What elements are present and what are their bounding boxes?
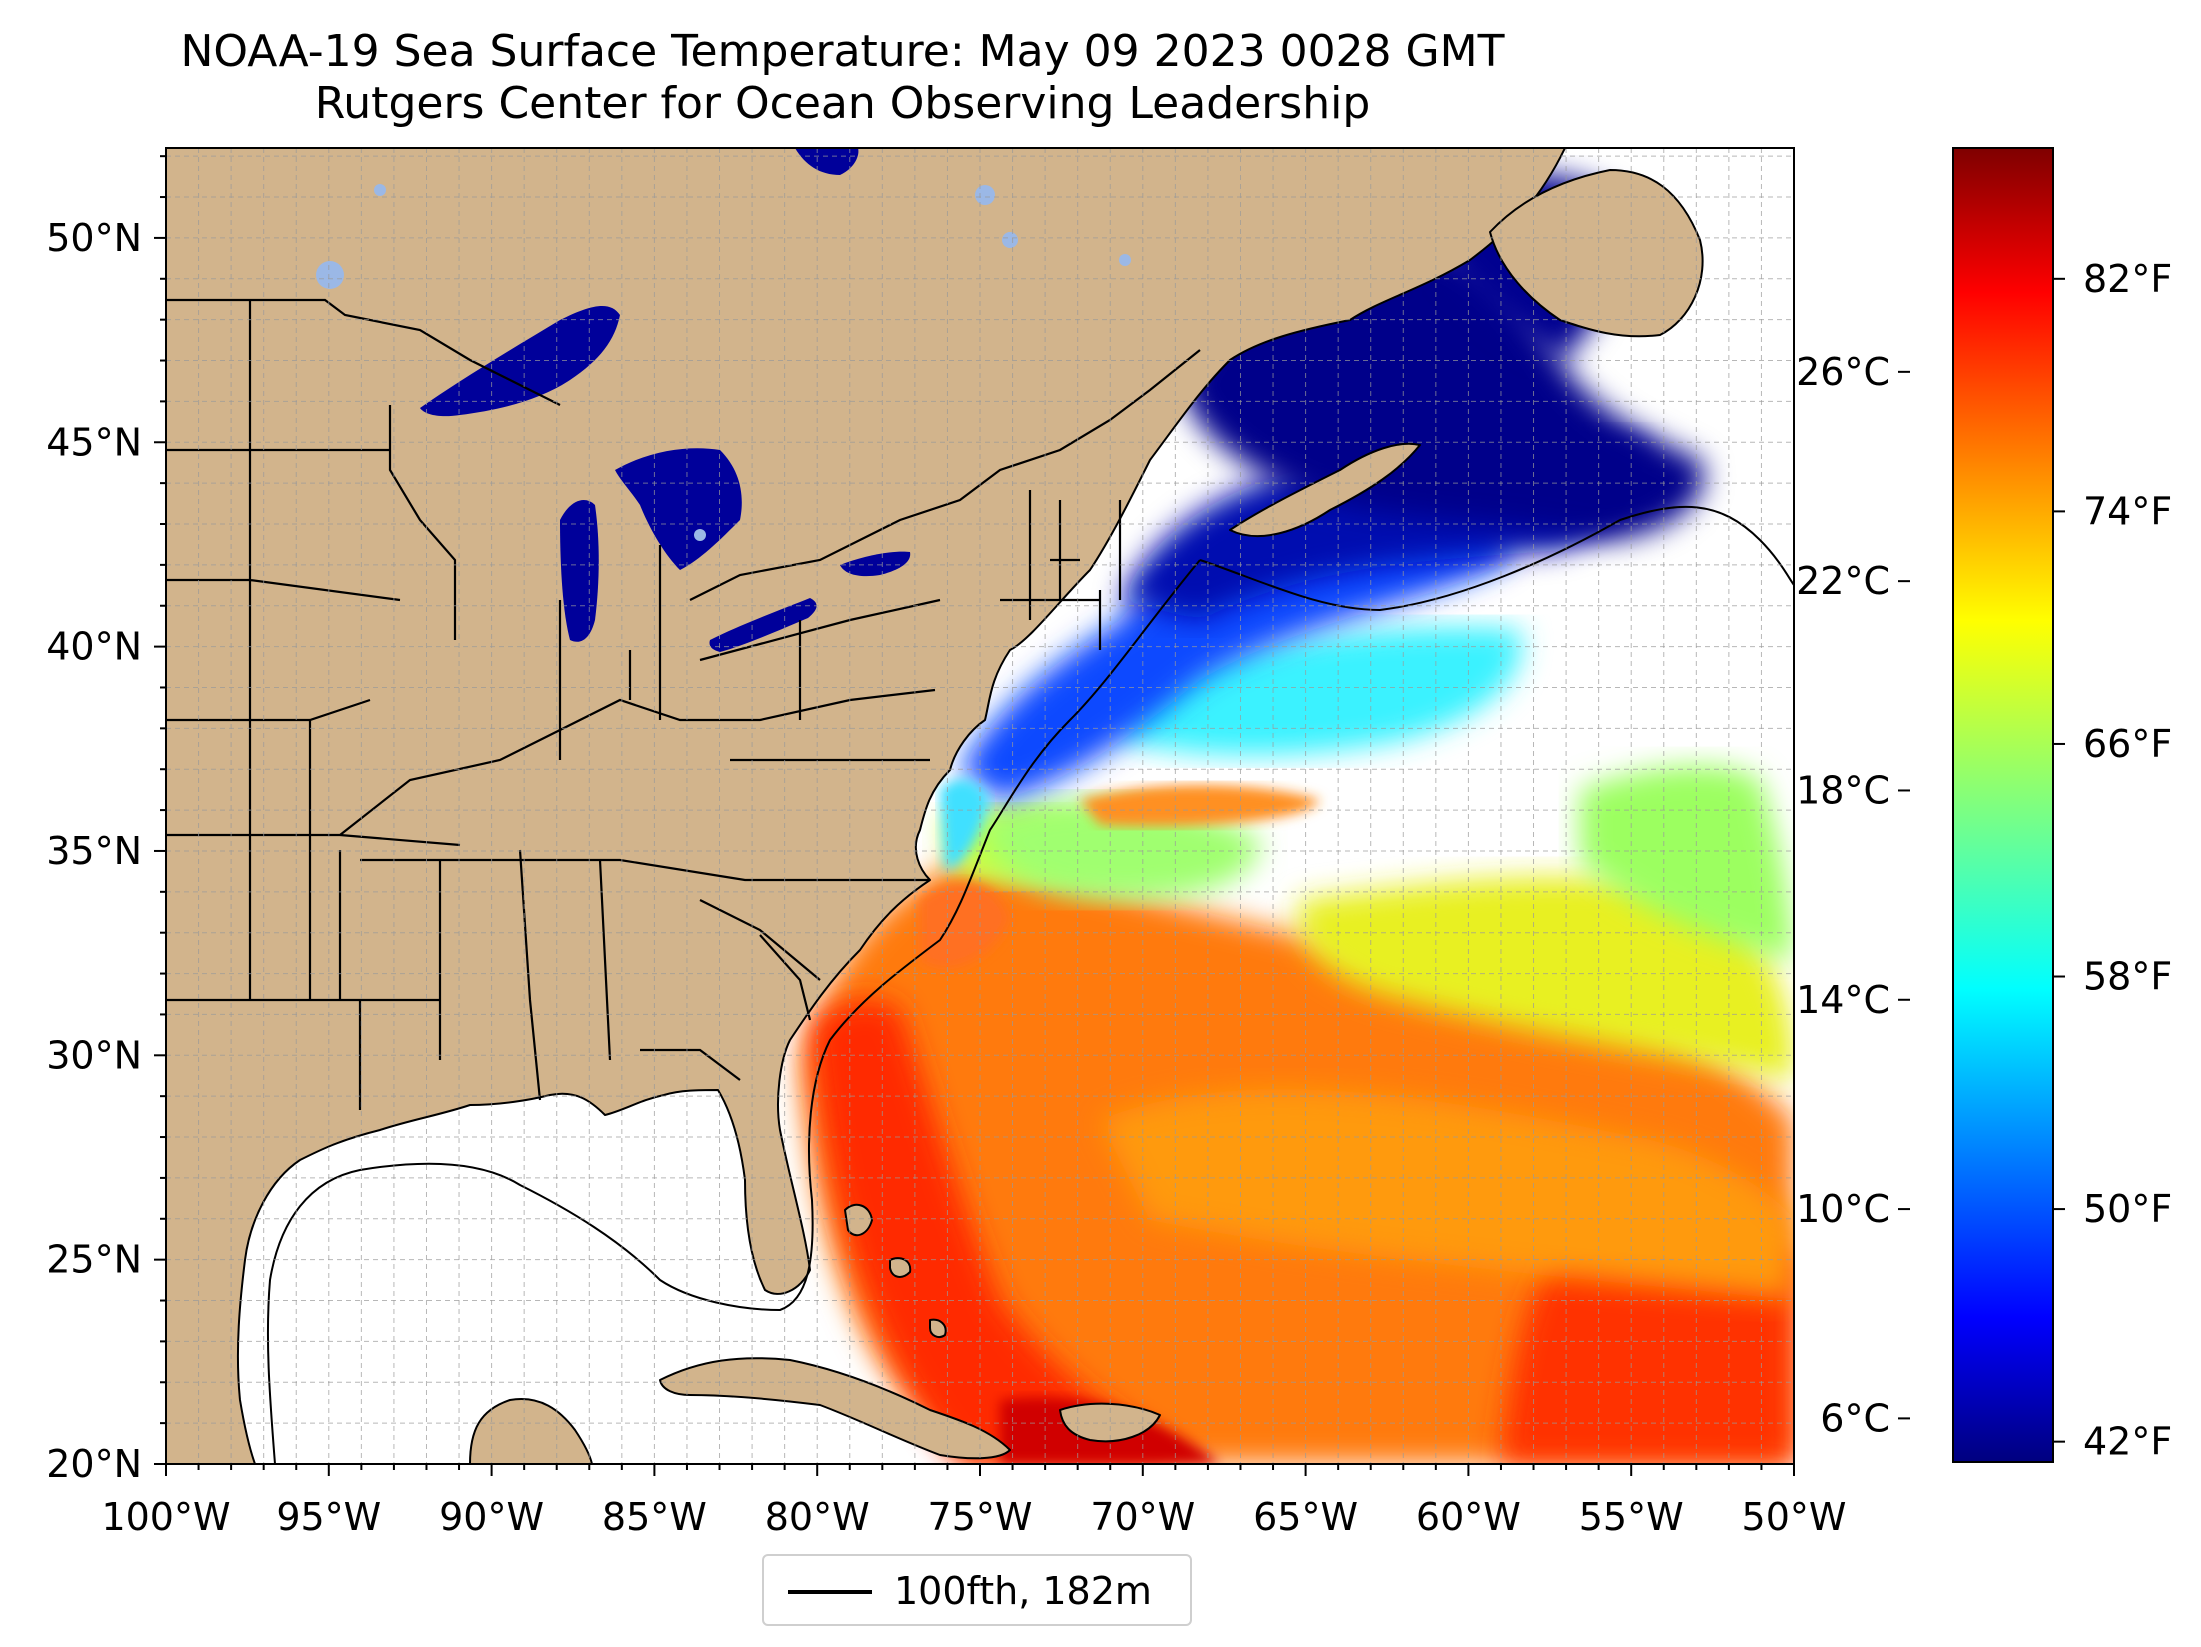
lon-tick-label: 85°W: [602, 1495, 707, 1539]
lat-tick-label: 45°N: [46, 420, 142, 464]
sst-blue-shelf: [960, 492, 1510, 800]
sst-field: [800, 174, 1794, 1464]
colorbar-celsius-axis: 6°C 10°C 14°C 18°C 22°C 26°C: [1796, 350, 1910, 1440]
hispaniola: [1059, 1402, 1161, 1443]
sst-yellow-band: [1298, 876, 1794, 1080]
lake-erie: [709, 598, 817, 652]
longitude-axis: 100°W 95°W 90°W 85°W 80°W 75°W 70°W 65°W 60°W 55°…: [101, 1464, 1846, 1539]
sst-red-stream: [810, 999, 1200, 1464]
lon-tick-label: 95°W: [276, 1495, 381, 1539]
lake-superior: [420, 305, 620, 417]
bahamas: [844, 1203, 947, 1338]
lon-tick-label: 90°W: [439, 1495, 544, 1539]
lon-tick-label: 80°W: [765, 1495, 870, 1539]
f-tick-label: 58°F: [2083, 955, 2172, 999]
inland-lakes: [316, 184, 1131, 541]
sst-cyan-coast: [940, 779, 990, 870]
nova-scotia: [1229, 442, 1421, 538]
cuba: [659, 1357, 1011, 1460]
c-tick-label: 18°C: [1796, 768, 1890, 812]
f-tick-label: 66°F: [2083, 722, 2172, 766]
lat-tick-label: 25°N: [46, 1238, 142, 1282]
lon-tick-label: 70°W: [1090, 1495, 1195, 1539]
yucatan: [469, 1398, 593, 1464]
f-tick-label: 50°F: [2083, 1187, 2172, 1231]
lat-tick-label: 50°N: [46, 216, 142, 260]
legend: 100fth, 182m: [762, 1554, 1192, 1626]
f-tick-label: 82°F: [2083, 257, 2172, 301]
map-title: NOAA-19 Sea Surface Temperature: May 09 …: [180, 26, 1505, 77]
lon-tick-label: 65°W: [1253, 1495, 1358, 1539]
lon-tick-label: 75°W: [928, 1495, 1033, 1539]
lake-ontario: [840, 551, 911, 577]
state-borders: [166, 300, 1122, 1110]
bathymetry-100fth: [266, 505, 1794, 1464]
newfoundland: [1489, 169, 1704, 338]
land: [166, 148, 1704, 1464]
lon-tick-label: 60°W: [1416, 1495, 1521, 1539]
f-tick-label: 74°F: [2083, 489, 2172, 533]
lat-tick-label: 20°N: [46, 1442, 142, 1486]
colorbar: [1952, 147, 2054, 1463]
map-subtitle: Rutgers Center for Ocean Observing Leade…: [314, 78, 1371, 129]
c-tick-label: 14°C: [1796, 978, 1890, 1022]
legend-line-swatch: [788, 1590, 872, 1594]
c-tick-label: 6°C: [1820, 1396, 1890, 1440]
lat-tick-label: 30°N: [46, 1033, 142, 1077]
sst-orange-ridge: [1080, 785, 1320, 827]
colorbar-fahrenheit-axis: 42°F 50°F 58°F 66°F 74°F 82°F: [2053, 257, 2172, 1464]
north-america-land: [166, 148, 1566, 1464]
map-gridlines: [166, 148, 1794, 1464]
legend-label: 100fth, 182m: [894, 1569, 1152, 1613]
lon-tick-label: 50°W: [1742, 1495, 1847, 1539]
c-tick-label: 10°C: [1796, 1187, 1890, 1231]
lakes: [420, 148, 911, 652]
lon-tick-label: 100°W: [101, 1495, 230, 1539]
sst-green-east: [1580, 766, 1794, 960]
lon-tick-label: 55°W: [1579, 1495, 1684, 1539]
lat-tick-label: 35°N: [46, 829, 142, 873]
c-tick-label: 22°C: [1796, 559, 1890, 603]
latitude-axis: 20°N 25°N 30°N 35°N 40°N 45°N 50°N: [46, 155, 166, 1486]
f-tick-label: 42°F: [2083, 1420, 2172, 1464]
sst-orange-nc: [920, 882, 1010, 968]
lake-huron: [615, 448, 742, 570]
c-tick-label: 26°C: [1796, 350, 1890, 394]
lat-tick-label: 40°N: [46, 625, 142, 669]
hudson-bay-edge: [795, 148, 859, 175]
